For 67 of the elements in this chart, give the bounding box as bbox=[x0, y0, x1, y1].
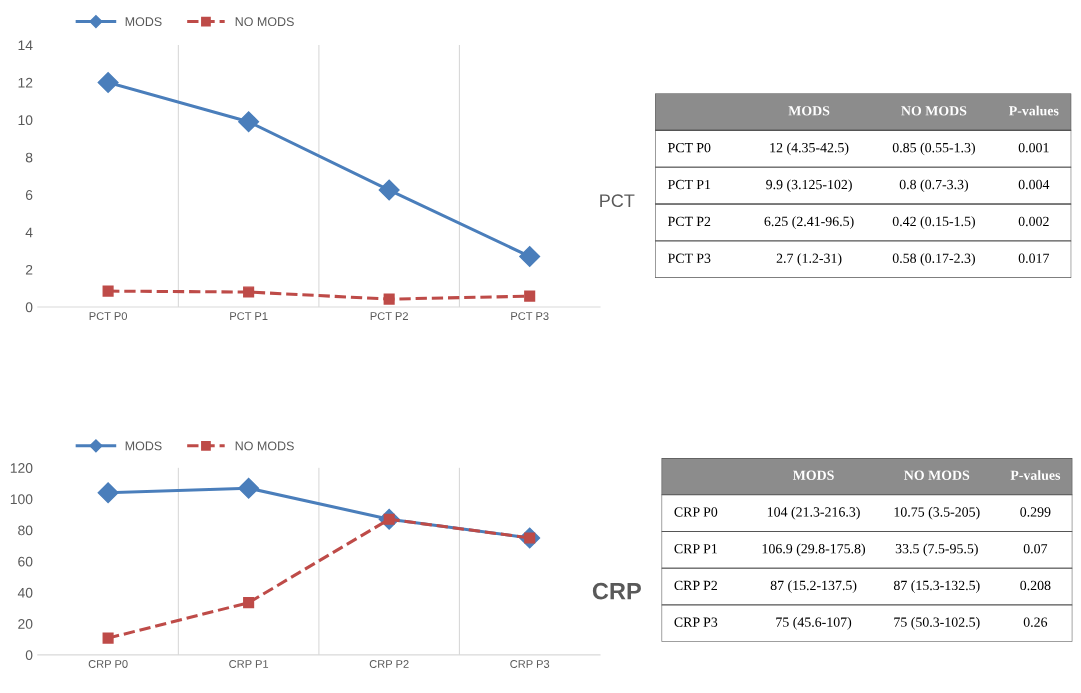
legend-label: NO MODS bbox=[235, 441, 294, 451]
text: 0.004 bbox=[1018, 179, 1050, 190]
y-tick-label: 8 bbox=[25, 152, 33, 163]
text: 0.8 (0.7-3.3) bbox=[899, 179, 969, 193]
category-label: NO MODS bbox=[904, 470, 970, 480]
text: 0.017 bbox=[1018, 253, 1050, 263]
x-tick-label: CRP P1 bbox=[229, 660, 269, 668]
y-tick-label: 4 bbox=[25, 227, 33, 238]
text: 0.58 (0.17-2.3) bbox=[892, 253, 975, 266]
y-tick-label: 20 bbox=[18, 619, 33, 629]
text: PCT bbox=[600, 194, 635, 208]
y-tick-label: 2 bbox=[25, 264, 33, 275]
x-tick-label: CRP P0 bbox=[88, 660, 128, 668]
legend-label: MODS bbox=[125, 441, 162, 451]
legend-label: MODS bbox=[125, 17, 162, 27]
annotation: CRP bbox=[592, 582, 641, 600]
category-label: MODS bbox=[788, 106, 830, 116]
y-tick-label: 40 bbox=[17, 587, 33, 598]
text: 87 (15.2-137.5) bbox=[770, 580, 857, 593]
y-tick-label: 60 bbox=[18, 556, 33, 567]
category-label: PCT P1 bbox=[667, 179, 711, 190]
y-tick-label: 120 bbox=[10, 463, 33, 473]
text: 0.299 bbox=[1020, 507, 1051, 517]
text: 33.5 (7.5-95.5) bbox=[895, 543, 978, 557]
x-tick-label: PCT P2 bbox=[370, 312, 408, 321]
category-label: PCT P3 bbox=[667, 253, 711, 263]
category-label: CRP P0 bbox=[674, 507, 718, 517]
text: 9.9 (3.125-102) bbox=[766, 179, 852, 193]
text: 0.208 bbox=[1020, 580, 1051, 591]
y-tick-label: 80 bbox=[18, 525, 33, 536]
y-tick-label: 6 bbox=[25, 190, 33, 200]
text: 2.7 (1.2-31) bbox=[776, 253, 842, 266]
text: 0.42 (0.15-1.5) bbox=[892, 216, 975, 229]
category-label: CRP P2 bbox=[674, 580, 717, 591]
x-tick-label: PCT P0 bbox=[89, 312, 128, 321]
text: 106.9 (29.8-175.8) bbox=[762, 543, 866, 557]
text: 6.25 (2.41-96.5) bbox=[764, 216, 854, 229]
category-label: P-values bbox=[1008, 105, 1059, 116]
text: 75 (45.6-107) bbox=[776, 617, 852, 630]
text: 0.001 bbox=[1018, 142, 1049, 153]
legend-label: NO MODS bbox=[235, 17, 294, 27]
text: 0.002 bbox=[1018, 216, 1049, 227]
text: 87 (15.3-132.5) bbox=[893, 580, 980, 593]
x-tick-label: PCT P3 bbox=[511, 312, 549, 321]
category-label: PCT P2 bbox=[667, 216, 711, 227]
category-label: MODS bbox=[792, 470, 834, 480]
y-tick-label: 0 bbox=[25, 650, 33, 661]
category-label: P-values bbox=[1010, 470, 1061, 480]
category-label: CRP P3 bbox=[674, 617, 718, 627]
text: 104 (21.3-216.3) bbox=[767, 506, 860, 520]
text: 0.07 bbox=[1023, 544, 1048, 554]
y-tick-label: 100 bbox=[10, 494, 33, 505]
text: 75 (50.3-102.5) bbox=[894, 617, 980, 630]
text: 0.26 bbox=[1023, 617, 1048, 627]
category-label: PCT P0 bbox=[667, 142, 711, 153]
y-tick-label: 12 bbox=[18, 77, 33, 88]
x-tick-label: PCT P1 bbox=[230, 312, 268, 321]
category-label: CRP P1 bbox=[674, 544, 717, 554]
y-tick-label: 0 bbox=[25, 302, 33, 313]
y-tick-label: 10 bbox=[18, 115, 33, 126]
category-label: NO MODS bbox=[901, 106, 967, 116]
x-tick-label: CRP P3 bbox=[510, 660, 550, 668]
text: 0.85 (0.55-1.3) bbox=[892, 142, 975, 156]
y-tick-label: 14 bbox=[18, 40, 33, 51]
text: 12 (4.35-42.5) bbox=[770, 142, 849, 156]
text: 10.75 (3.5-205) bbox=[894, 506, 980, 520]
x-tick-label: CRP P2 bbox=[369, 660, 409, 668]
